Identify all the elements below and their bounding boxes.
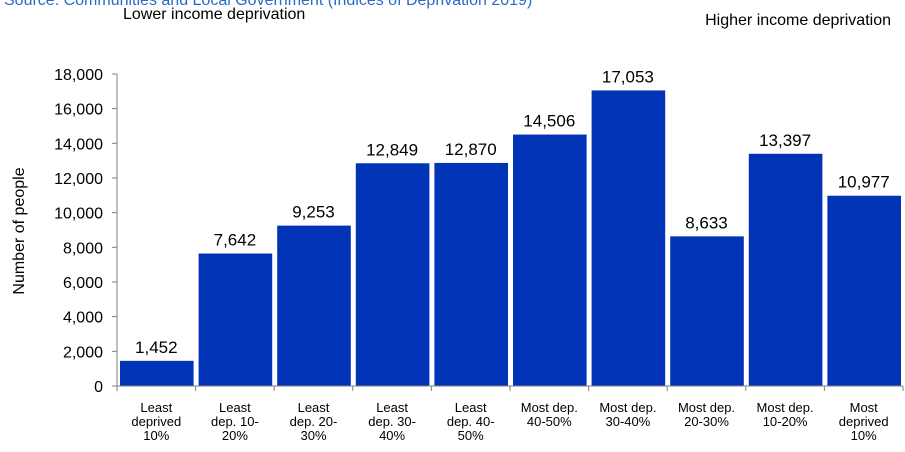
bar bbox=[198, 253, 273, 386]
y-tick-label: 6,000 bbox=[63, 275, 103, 292]
source-caption: Source: Communities and Local Government… bbox=[4, 0, 533, 9]
value-label: 17,053 bbox=[602, 67, 654, 86]
bar bbox=[120, 360, 194, 386]
x-tick-label: Least dep. 10-20% bbox=[211, 400, 259, 443]
x-tick-label: Least deprived 10% bbox=[131, 400, 181, 443]
y-tick-label: 14,000 bbox=[54, 136, 103, 153]
bar bbox=[670, 236, 744, 386]
value-label: 12,870 bbox=[445, 140, 497, 159]
x-tick-label: Least dep. 20-30% bbox=[290, 400, 338, 443]
value-label: 1,452 bbox=[135, 338, 178, 357]
bar bbox=[434, 162, 508, 386]
bar bbox=[277, 225, 351, 386]
y-tick-label: 18,000 bbox=[54, 67, 103, 84]
x-axis: Least deprived 10% Least dep. 10-20% Least dep… bbox=[116, 385, 904, 443]
value-label: 12,849 bbox=[366, 140, 418, 159]
value-label: 14,506 bbox=[523, 112, 575, 131]
x-tick-label: Most dep. 40-50% bbox=[521, 400, 578, 429]
y-tick-label: 10,000 bbox=[54, 206, 103, 223]
y-tick-label: 0 bbox=[94, 379, 103, 396]
bar bbox=[748, 153, 823, 386]
lower-deprivation-note: Lower income deprivation bbox=[123, 6, 306, 23]
y-tick-label: 2,000 bbox=[63, 344, 103, 361]
value-label: 7,642 bbox=[214, 231, 257, 250]
y-tick-label: 16,000 bbox=[54, 102, 103, 119]
y-axis-label: Number of people bbox=[11, 167, 28, 294]
higher-deprivation-note: Higher income deprivation bbox=[705, 12, 891, 29]
bar bbox=[827, 195, 901, 386]
y-tick-label: 8,000 bbox=[63, 240, 103, 257]
value-label: 13,397 bbox=[759, 131, 811, 150]
value-label: 10,977 bbox=[838, 173, 890, 192]
y-tick-label: 4,000 bbox=[63, 310, 103, 327]
x-tick-label: Most dep. 10-20% bbox=[757, 400, 814, 429]
bar bbox=[513, 134, 587, 386]
value-label: 8,633 bbox=[685, 213, 728, 232]
x-tick-label: Most deprived 10% bbox=[839, 400, 889, 443]
x-tick-label: Least dep. 40-50% bbox=[447, 400, 495, 443]
bars bbox=[120, 90, 901, 386]
x-tick-label: Least dep. 30-40% bbox=[368, 400, 416, 443]
y-axis: 0 2,000 4,000 6,000 8,000 10,000 12,000 14,000 1… bbox=[54, 67, 118, 396]
value-label: 9,253 bbox=[292, 203, 335, 222]
bar bbox=[355, 163, 430, 386]
x-tick-label: Most dep. 20-30% bbox=[678, 400, 735, 429]
y-tick-label: 12,000 bbox=[54, 171, 103, 188]
x-tick-label: Most dep. 30-40% bbox=[599, 400, 656, 429]
bar bbox=[591, 90, 666, 386]
value-labels: 1,452 7,642 9,253 12,849 12,870 14,506 17,053 8… bbox=[135, 67, 890, 356]
